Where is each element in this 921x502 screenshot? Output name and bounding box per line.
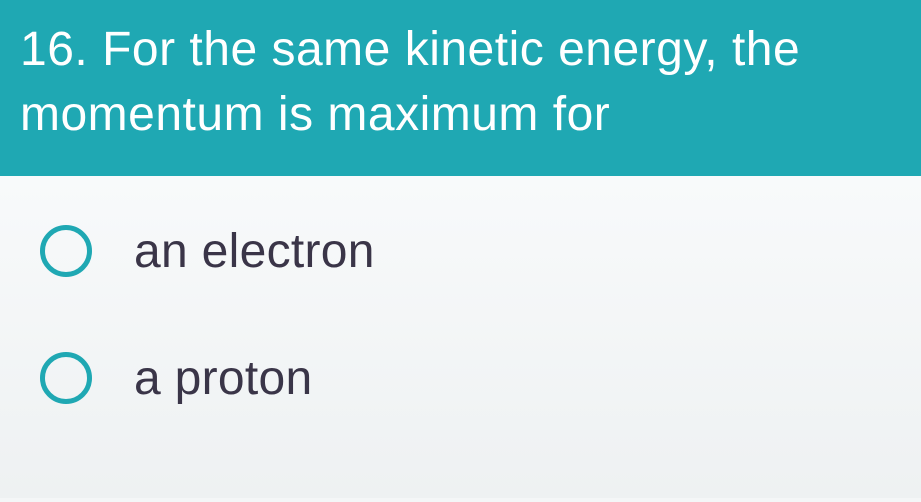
option-row-0[interactable]: an electron	[40, 224, 881, 279]
question-header: 16. For the same kinetic energy, the mom…	[0, 0, 921, 176]
question-number: 16.	[20, 23, 88, 76]
question-text: For the same kinetic energy, the momentu…	[20, 23, 800, 141]
radio-icon[interactable]	[40, 352, 92, 404]
option-row-1[interactable]: a proton	[40, 351, 881, 406]
option-label: a proton	[134, 351, 313, 406]
option-label: an electron	[134, 224, 375, 279]
radio-icon[interactable]	[40, 225, 92, 277]
options-area: an electron a proton	[0, 176, 921, 498]
